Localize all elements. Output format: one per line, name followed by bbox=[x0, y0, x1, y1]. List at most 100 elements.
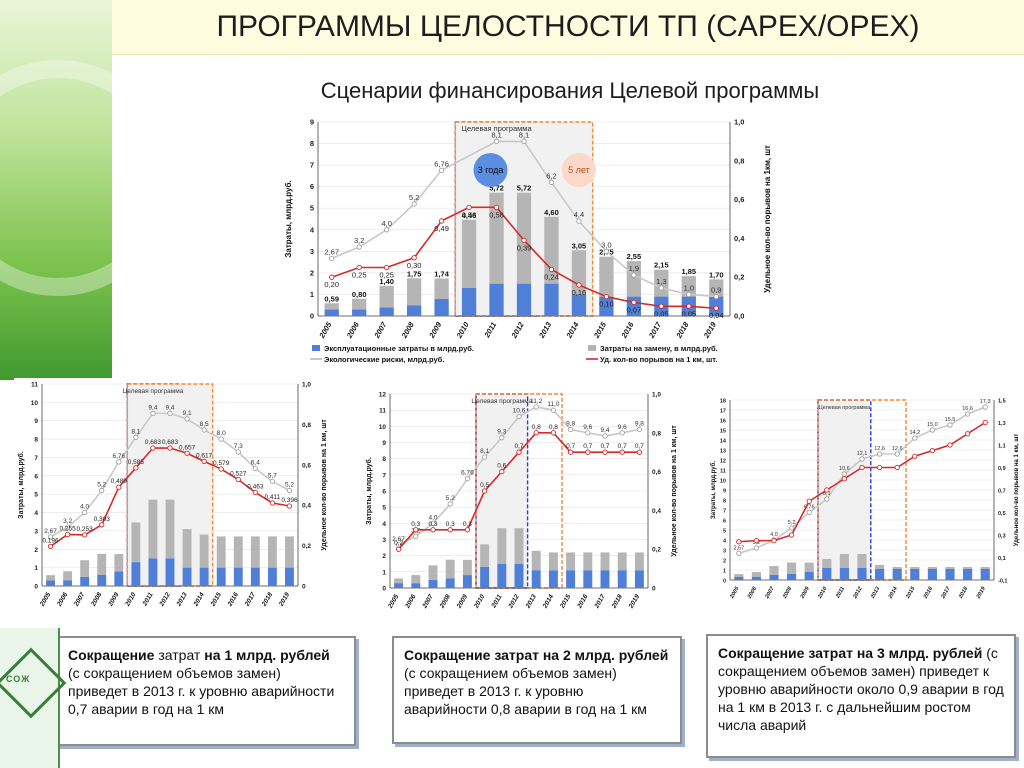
eco-risk-label: 9,8 bbox=[635, 421, 644, 428]
bar-capex bbox=[63, 571, 73, 581]
eco-risk-label: 6,76 bbox=[461, 470, 474, 477]
bar-opex bbox=[46, 580, 55, 586]
eco-risk-point bbox=[235, 449, 241, 455]
bar-opex bbox=[769, 575, 779, 580]
y-tick-label: 0 bbox=[34, 584, 38, 591]
eco-risk-point bbox=[602, 433, 608, 439]
y-tick-label: 11 bbox=[720, 469, 726, 475]
failure-rate-point bbox=[516, 449, 522, 455]
scenario-2-caption: Сокращение затрат на 2 млрд. рублей (с с… bbox=[392, 636, 682, 744]
bar-total-label: 5,72 bbox=[517, 184, 532, 193]
y2-tick-label: 0,9 bbox=[998, 466, 1006, 472]
failure-rate-point bbox=[947, 442, 953, 448]
page-title: ПРОГРАММЫ ЦЕЛОСТНОСТИ ТП (CAPEX/OPEX) bbox=[216, 10, 920, 43]
bar-capex bbox=[548, 552, 558, 571]
x-tick-label: 2018 bbox=[260, 591, 274, 608]
x-tick-label: 2014 bbox=[541, 593, 555, 610]
bar-opex bbox=[480, 566, 490, 588]
eco-risk-label: 10,6 bbox=[839, 466, 850, 472]
failure-rate-label: 0,04 bbox=[709, 311, 724, 320]
x-tick-label: 2019 bbox=[975, 585, 987, 600]
legend-label: Уд. кол-во порывов на 1 км, шт. bbox=[600, 355, 717, 364]
bar-opex bbox=[857, 568, 867, 580]
eco-risk-label: 9,4 bbox=[148, 404, 157, 411]
failure-rate-point bbox=[619, 449, 625, 455]
failure-rate-point bbox=[395, 546, 402, 552]
eco-risk-label: 8,1 bbox=[491, 130, 501, 139]
bar-opex bbox=[600, 570, 610, 588]
y-tick-label: 8 bbox=[310, 139, 314, 148]
eco-risk-point bbox=[286, 487, 293, 494]
eco-risk-label: 4,0 bbox=[428, 514, 437, 521]
bar-opex bbox=[583, 570, 593, 588]
bar-opex bbox=[199, 567, 209, 586]
y-tick-label: 2 bbox=[723, 559, 726, 565]
failure-rate-label: 0,579 bbox=[213, 460, 230, 467]
x-tick-label: 2015 bbox=[559, 593, 573, 610]
x-tick-label: 2010 bbox=[454, 320, 471, 341]
scenario-2-chart: 0 1 2 3 4 5 6 7 8 9 10 11 12 0 0,2 0,4 0,6 0,8 1,0 Целевая … bbox=[362, 388, 682, 628]
y-tick-label: 2 bbox=[34, 547, 38, 554]
y2-tick-label: 0,1 bbox=[998, 556, 1006, 562]
x-tick-label: 2006 bbox=[746, 585, 758, 600]
eco-risk-point bbox=[184, 416, 190, 422]
eco-risk-label: 11,2 bbox=[530, 398, 543, 405]
failure-rate-point bbox=[116, 484, 122, 490]
x-tick-label: 2016 bbox=[226, 591, 240, 608]
eco-risk-label: 5,2 bbox=[97, 482, 106, 489]
failure-rate-label: 0,2 bbox=[394, 540, 403, 547]
scenario-3y-label: 3 года bbox=[478, 165, 504, 175]
y-tick-label: 12 bbox=[720, 459, 726, 465]
x-tick-label: 2008 bbox=[438, 593, 452, 610]
failure-rate-point bbox=[686, 303, 692, 309]
chart-svg: 0 1 2 3 4 5 6 7 8 9 0,0 0,2 0,4 0,6 0,8 1,0 Целевая прог… bbox=[284, 118, 772, 365]
bar-opex bbox=[599, 296, 614, 316]
scenario-1-caption: Сокращение затрат на 1 млрд. рублей (с с… bbox=[56, 636, 356, 746]
y2-tick-label: 0,0 bbox=[734, 312, 744, 321]
failure-rate-point bbox=[567, 449, 574, 455]
bar-opex bbox=[734, 577, 744, 580]
bar-capex bbox=[428, 565, 438, 580]
bar-opex bbox=[406, 305, 422, 316]
bar-opex bbox=[497, 563, 507, 588]
bar-opex bbox=[548, 570, 558, 588]
failure-rate-point bbox=[235, 476, 241, 483]
eco-risk-label: 2,67 bbox=[324, 247, 339, 256]
bar-opex bbox=[428, 579, 438, 588]
eco-risk-label: 6,4 bbox=[251, 459, 260, 466]
scenario-5y-label: 5 лет bbox=[568, 165, 590, 175]
failure-rate-point bbox=[576, 282, 582, 288]
bar-opex bbox=[285, 567, 294, 586]
x-tick-label: 2008 bbox=[399, 320, 416, 341]
bar-opex bbox=[945, 569, 955, 580]
eco-risk-point bbox=[568, 426, 574, 433]
bar-capex bbox=[462, 559, 472, 576]
x-tick-label: 2015 bbox=[591, 320, 608, 341]
failure-rate-label: 0,05 bbox=[681, 309, 696, 318]
bar-capex bbox=[233, 536, 243, 568]
caption-bold: Сокращение затрат на 2 млрд. рублей bbox=[404, 647, 669, 663]
legend-swatch bbox=[588, 345, 596, 351]
y-tick-label: 0 bbox=[310, 312, 314, 321]
y2-tick-label: 1,0 bbox=[734, 118, 744, 127]
eco-risk-point bbox=[631, 272, 637, 278]
eco-risk-label: 4,0 bbox=[80, 504, 89, 511]
bar-capex bbox=[461, 219, 477, 288]
eco-risk-point bbox=[167, 410, 173, 416]
failure-rate-label: 0,07 bbox=[627, 305, 642, 314]
failure-rate-point bbox=[548, 266, 555, 273]
bar-capex bbox=[634, 552, 644, 571]
eco-risk-label: 9,4 bbox=[600, 427, 609, 434]
bar-opex bbox=[434, 298, 449, 316]
bar-opex bbox=[617, 570, 627, 588]
eco-risk-label: 9,4 bbox=[165, 404, 174, 411]
caption-bold: на 1 млрд. рублей bbox=[204, 647, 330, 663]
failure-rate-point bbox=[876, 464, 883, 471]
bar-total-label: 1,75 bbox=[407, 269, 422, 278]
y2-tick-label: 1,0 bbox=[652, 392, 661, 399]
failure-rate-point bbox=[753, 537, 760, 544]
failure-rate-label: 0,25 bbox=[379, 271, 394, 280]
bar-capex bbox=[626, 261, 642, 297]
scenario-1-chart: 0 1 2 3 4 5 6 7 8 9 10 11 0 0,2 0,4 0,6 0,8 1,0 Целевая пр… bbox=[14, 378, 332, 626]
bar-capex bbox=[114, 554, 124, 572]
